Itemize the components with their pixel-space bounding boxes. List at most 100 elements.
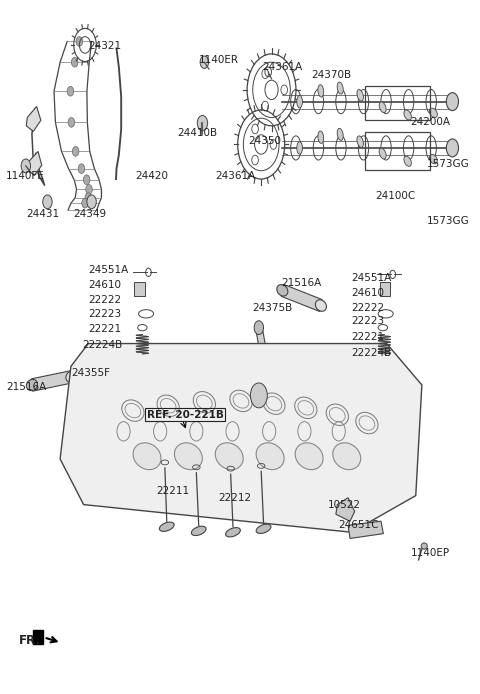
Circle shape: [251, 383, 267, 408]
Text: FR.: FR.: [19, 634, 41, 648]
Ellipse shape: [226, 527, 240, 537]
Text: 24350: 24350: [248, 136, 281, 146]
Ellipse shape: [256, 443, 284, 470]
Ellipse shape: [430, 154, 437, 164]
Circle shape: [85, 193, 92, 203]
Text: 24361A: 24361A: [262, 62, 302, 72]
Text: 24321: 24321: [88, 42, 121, 51]
Polygon shape: [60, 344, 422, 532]
Text: 22211: 22211: [156, 486, 190, 496]
Circle shape: [82, 198, 88, 208]
Polygon shape: [26, 106, 41, 131]
Circle shape: [72, 58, 78, 67]
Circle shape: [72, 146, 79, 156]
Polygon shape: [27, 151, 42, 176]
Polygon shape: [348, 521, 384, 539]
Text: 24410B: 24410B: [178, 128, 218, 137]
Text: 21516A: 21516A: [6, 382, 47, 392]
Ellipse shape: [318, 131, 324, 144]
Polygon shape: [336, 498, 355, 521]
Ellipse shape: [277, 285, 288, 296]
Circle shape: [67, 87, 74, 96]
Ellipse shape: [256, 524, 271, 534]
Polygon shape: [281, 285, 322, 312]
Circle shape: [254, 321, 264, 335]
Circle shape: [86, 185, 92, 194]
Text: 24349: 24349: [73, 209, 106, 219]
Circle shape: [200, 56, 209, 69]
Ellipse shape: [379, 148, 386, 159]
Text: 22223: 22223: [351, 316, 384, 326]
Bar: [365, 132, 431, 170]
Bar: [134, 282, 144, 296]
Text: 22224B: 22224B: [82, 340, 122, 350]
Bar: [380, 282, 390, 296]
Text: 24431: 24431: [26, 209, 60, 219]
Ellipse shape: [357, 136, 363, 147]
Circle shape: [87, 195, 96, 209]
Ellipse shape: [379, 102, 386, 112]
Ellipse shape: [404, 156, 411, 167]
Ellipse shape: [66, 371, 77, 382]
Ellipse shape: [315, 300, 326, 312]
Text: 1140EP: 1140EP: [411, 548, 450, 558]
Ellipse shape: [430, 108, 437, 117]
Text: 22221: 22221: [351, 332, 384, 341]
Text: 24610: 24610: [88, 280, 121, 290]
Text: 10522: 10522: [328, 500, 361, 509]
Circle shape: [21, 159, 31, 173]
Circle shape: [84, 175, 90, 185]
Ellipse shape: [96, 370, 114, 382]
Text: 24551A: 24551A: [351, 273, 392, 283]
Ellipse shape: [133, 443, 161, 470]
Text: 24370B: 24370B: [312, 70, 351, 81]
Text: 1140FE: 1140FE: [6, 171, 45, 180]
Text: 22212: 22212: [218, 493, 252, 502]
Text: 24651C: 24651C: [339, 520, 379, 530]
Ellipse shape: [337, 128, 343, 140]
Polygon shape: [31, 371, 72, 391]
Bar: [33, 630, 43, 644]
Ellipse shape: [337, 82, 343, 94]
Text: 24420: 24420: [135, 171, 168, 180]
Ellipse shape: [134, 364, 145, 373]
Ellipse shape: [192, 526, 206, 536]
Circle shape: [43, 195, 52, 209]
Circle shape: [197, 115, 208, 130]
Ellipse shape: [26, 380, 37, 391]
Circle shape: [446, 139, 458, 157]
Text: 22224B: 22224B: [351, 348, 392, 357]
Text: 1140ER: 1140ER: [199, 55, 239, 65]
Text: 21516A: 21516A: [281, 278, 321, 289]
Text: 24355F: 24355F: [71, 369, 110, 378]
Text: 22222: 22222: [351, 303, 384, 312]
Ellipse shape: [318, 85, 324, 97]
Ellipse shape: [404, 110, 411, 120]
Text: 22222: 22222: [88, 295, 121, 305]
Text: REF. 20-221B: REF. 20-221B: [147, 409, 224, 420]
Ellipse shape: [421, 543, 427, 549]
Text: 24551A: 24551A: [88, 264, 129, 275]
Ellipse shape: [159, 522, 174, 532]
Ellipse shape: [357, 90, 363, 101]
Text: 1573GG: 1573GG: [427, 217, 469, 226]
Ellipse shape: [174, 443, 203, 470]
Text: 22223: 22223: [88, 309, 121, 319]
Ellipse shape: [295, 443, 323, 470]
Text: 1573GG: 1573GG: [427, 159, 469, 169]
Circle shape: [76, 37, 83, 46]
Ellipse shape: [377, 364, 388, 373]
Ellipse shape: [333, 443, 360, 470]
Text: 24100C: 24100C: [375, 192, 415, 201]
Ellipse shape: [216, 443, 243, 470]
Circle shape: [446, 92, 458, 110]
Ellipse shape: [297, 95, 302, 108]
Polygon shape: [256, 326, 271, 375]
Text: 24610: 24610: [351, 288, 384, 298]
Circle shape: [68, 117, 75, 127]
Text: 24200A: 24200A: [410, 117, 450, 128]
Text: 22221: 22221: [88, 324, 121, 334]
Text: 24361A: 24361A: [215, 171, 255, 180]
Bar: [365, 86, 431, 120]
Ellipse shape: [297, 142, 302, 154]
